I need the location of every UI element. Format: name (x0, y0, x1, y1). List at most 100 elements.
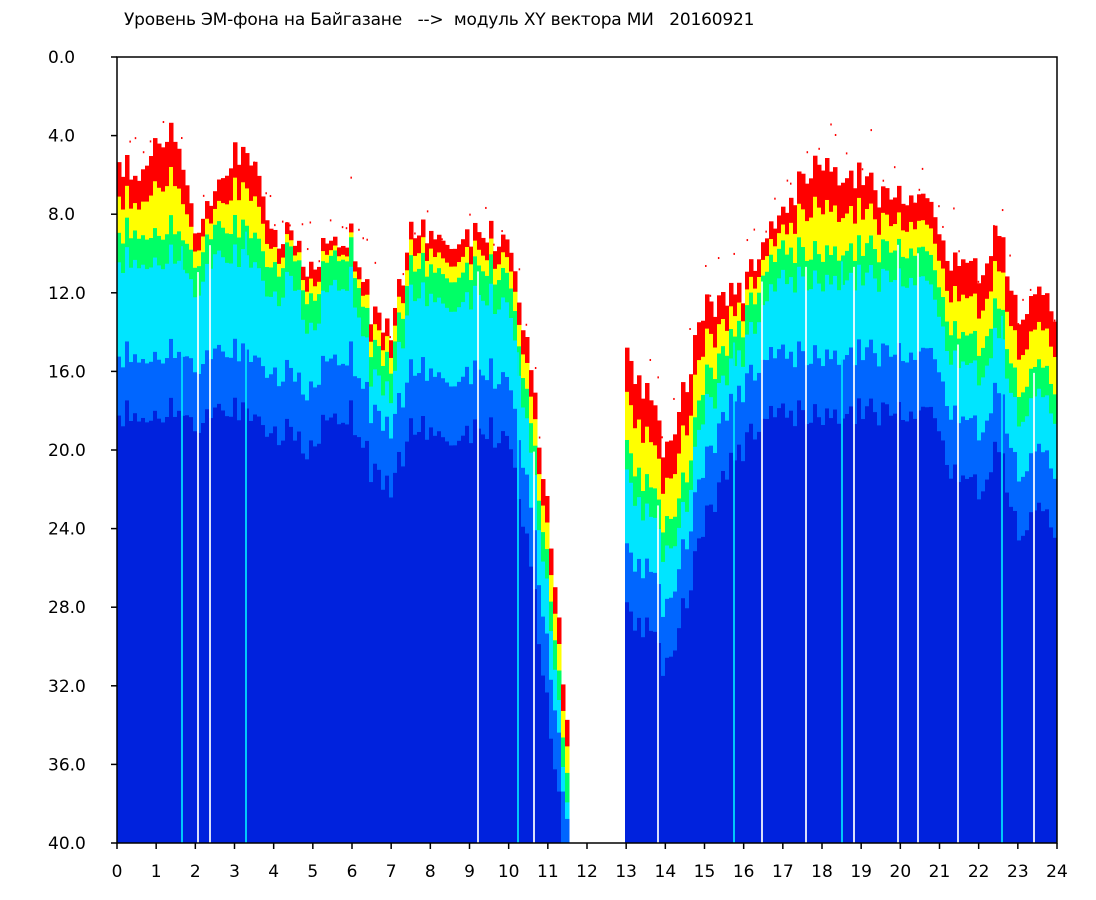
heat-cell (493, 314, 498, 390)
heat-cell (733, 366, 738, 402)
heat-speckle (913, 202, 916, 205)
heat-cell (197, 373, 202, 434)
heat-cell (241, 146, 246, 183)
heat-cell (685, 435, 690, 483)
x-tick-label: 9 (464, 862, 475, 882)
heat-cell (653, 445, 658, 489)
heat-cell (913, 202, 918, 230)
heat-cell (757, 259, 762, 278)
heat-cell (565, 802, 570, 820)
heat-cell (969, 477, 974, 844)
heat-cell (485, 439, 490, 844)
heat-speckle (389, 336, 391, 339)
heat-cell (445, 307, 450, 384)
heat-cell (477, 294, 482, 371)
heat-cell (749, 292, 754, 323)
heat-cell (173, 263, 178, 359)
heat-speckle (921, 167, 924, 170)
heat-speckle (753, 228, 756, 231)
heat-cell (669, 440, 674, 479)
heat-cell (985, 479, 990, 844)
heat-cell (345, 424, 350, 844)
heat-cell (653, 631, 658, 844)
heat-cell (185, 415, 190, 844)
heat-cell (693, 492, 698, 552)
heat-cell (305, 291, 310, 305)
heat-cell (849, 272, 854, 348)
heat-cell (209, 418, 214, 844)
heat-cell (337, 365, 342, 425)
heat-speckle (202, 194, 205, 197)
heat-cell (869, 264, 874, 341)
heat-cell (977, 440, 982, 500)
heat-cell (433, 239, 438, 258)
heat-cell (1005, 276, 1010, 313)
heat-cell (761, 359, 766, 420)
heat-cell (313, 286, 318, 302)
heat-cell (373, 339, 378, 370)
heat-cell (697, 429, 702, 480)
heat-cell (905, 421, 910, 844)
heat-cell (369, 324, 374, 343)
heat-cell (877, 366, 882, 426)
heat-cell (1033, 294, 1038, 331)
heat-cell (865, 209, 870, 244)
heat-cell (761, 259, 766, 277)
heat-cell (149, 420, 154, 844)
heat-cell (1045, 450, 1050, 510)
heat-cell (129, 179, 134, 210)
heat-cell (321, 355, 326, 416)
heat-cell (897, 343, 902, 403)
x-tick-label: 10 (498, 862, 520, 882)
heat-cell (533, 445, 538, 476)
heat-cell (713, 453, 718, 513)
heat-cell (933, 359, 938, 419)
heat-cell (545, 522, 550, 550)
heat-cell (773, 228, 778, 247)
heat-cell (633, 476, 638, 507)
heat-cell (361, 447, 366, 844)
heat-cell (153, 181, 158, 229)
heat-cell (973, 415, 978, 475)
heat-cell (501, 297, 506, 373)
heat-cell (137, 268, 142, 364)
heat-cell (813, 404, 818, 844)
heat-cell (737, 320, 742, 351)
heat-cell (185, 185, 190, 215)
heat-cell (933, 418, 938, 844)
heat-cell (705, 394, 710, 448)
heat-cell (529, 452, 534, 509)
heat-cell (405, 441, 410, 844)
heat-cell (977, 385, 982, 441)
heat-speckle (861, 168, 864, 171)
y-tick-label: 4.0 (48, 127, 75, 147)
heat-streak (245, 231, 247, 844)
heat-speckle (289, 224, 291, 227)
heat-cell (173, 141, 178, 187)
heat-cell (821, 214, 826, 263)
heat-cell (165, 186, 170, 235)
y-tick-label: 32.0 (48, 677, 86, 697)
heat-cell (657, 420, 662, 460)
heat-cell (553, 669, 558, 711)
heat-cell (845, 355, 850, 415)
heat-cell (317, 384, 322, 445)
heat-cell (197, 266, 202, 297)
heat-streak (517, 352, 519, 843)
heat-cell (825, 245, 830, 276)
heat-cell (693, 335, 698, 376)
heat-cell (957, 338, 962, 369)
heat-cell (629, 552, 634, 613)
heat-cell (921, 220, 926, 248)
heat-cell (657, 529, 662, 585)
heat-cell (489, 220, 494, 240)
heat-speckle (306, 248, 309, 251)
heat-speckle (882, 179, 885, 182)
heat-cell (517, 499, 522, 844)
heat-cell (409, 359, 414, 419)
heat-cell (309, 381, 314, 441)
heat-cell (341, 422, 346, 844)
heat-cell (649, 400, 654, 443)
heat-cell (541, 675, 546, 844)
heat-cell (453, 282, 458, 313)
